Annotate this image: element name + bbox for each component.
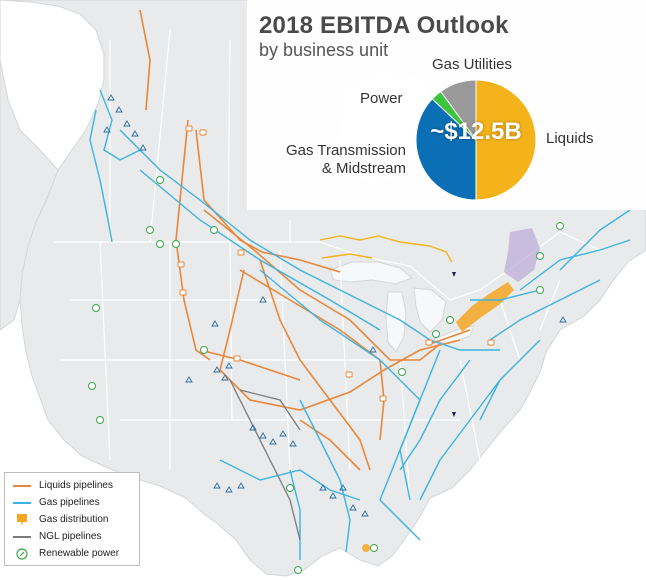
slice-label-power: Power — [360, 90, 403, 107]
lake-huron — [413, 287, 447, 333]
slice-label-gas-transmission: Gas Transmission & Midstream — [276, 142, 406, 178]
orange-line-icon — [13, 485, 31, 487]
panel-title: 2018 EBITDA Outlook — [259, 12, 509, 39]
gas-pipelines — [89, 89, 631, 560]
lake-superior — [329, 261, 413, 285]
pie-slice-gas-transmission — [415, 98, 477, 201]
pie-slice-liquids — [475, 79, 537, 201]
ngl-pipelines — [229, 379, 301, 541]
northwest-coast — [0, 0, 59, 331]
gray-line-icon — [13, 536, 31, 538]
map-legend: Liquids pipelines Gas pipelines Gas dist… — [4, 472, 140, 566]
facility-clusters — [103, 94, 567, 517]
liquids-pipelines — [139, 9, 471, 471]
ebitda-pie-chart — [415, 79, 537, 201]
political-borders — [54, 29, 601, 501]
slice-label-line: Gas Transmission — [285, 142, 406, 159]
purple-zone — [504, 228, 540, 282]
pie-total-label: ~$12.5B — [430, 118, 522, 145]
gas-distribution-areas — [362, 282, 514, 552]
pie-slice-gas-utilities — [440, 79, 477, 142]
slice-label-line: & Midstream — [321, 160, 406, 177]
green-leaf-circle-icon — [16, 548, 28, 560]
legend-label: NGL pipelines — [39, 531, 102, 542]
storage-tanks — [177, 125, 495, 402]
renewable-power-sites — [88, 176, 564, 574]
slice-label-gas-utilities: Gas Utilities — [432, 56, 513, 73]
panel-subtitle: by business unit — [259, 40, 389, 60]
liquids-gathering-north — [319, 235, 453, 263]
lake-michigan — [385, 291, 407, 353]
legend-label: Gas distribution — [39, 514, 109, 525]
orange-area-marker-icon — [17, 514, 27, 526]
blue-line-icon — [13, 502, 31, 504]
legend-label: Gas pipelines — [39, 497, 100, 508]
legend-label: Renewable power — [39, 548, 120, 559]
legend-label: Liquids pipelines — [39, 480, 113, 491]
slice-label-liquids: Liquids — [546, 130, 594, 147]
terminal-nodes — [452, 272, 456, 417]
